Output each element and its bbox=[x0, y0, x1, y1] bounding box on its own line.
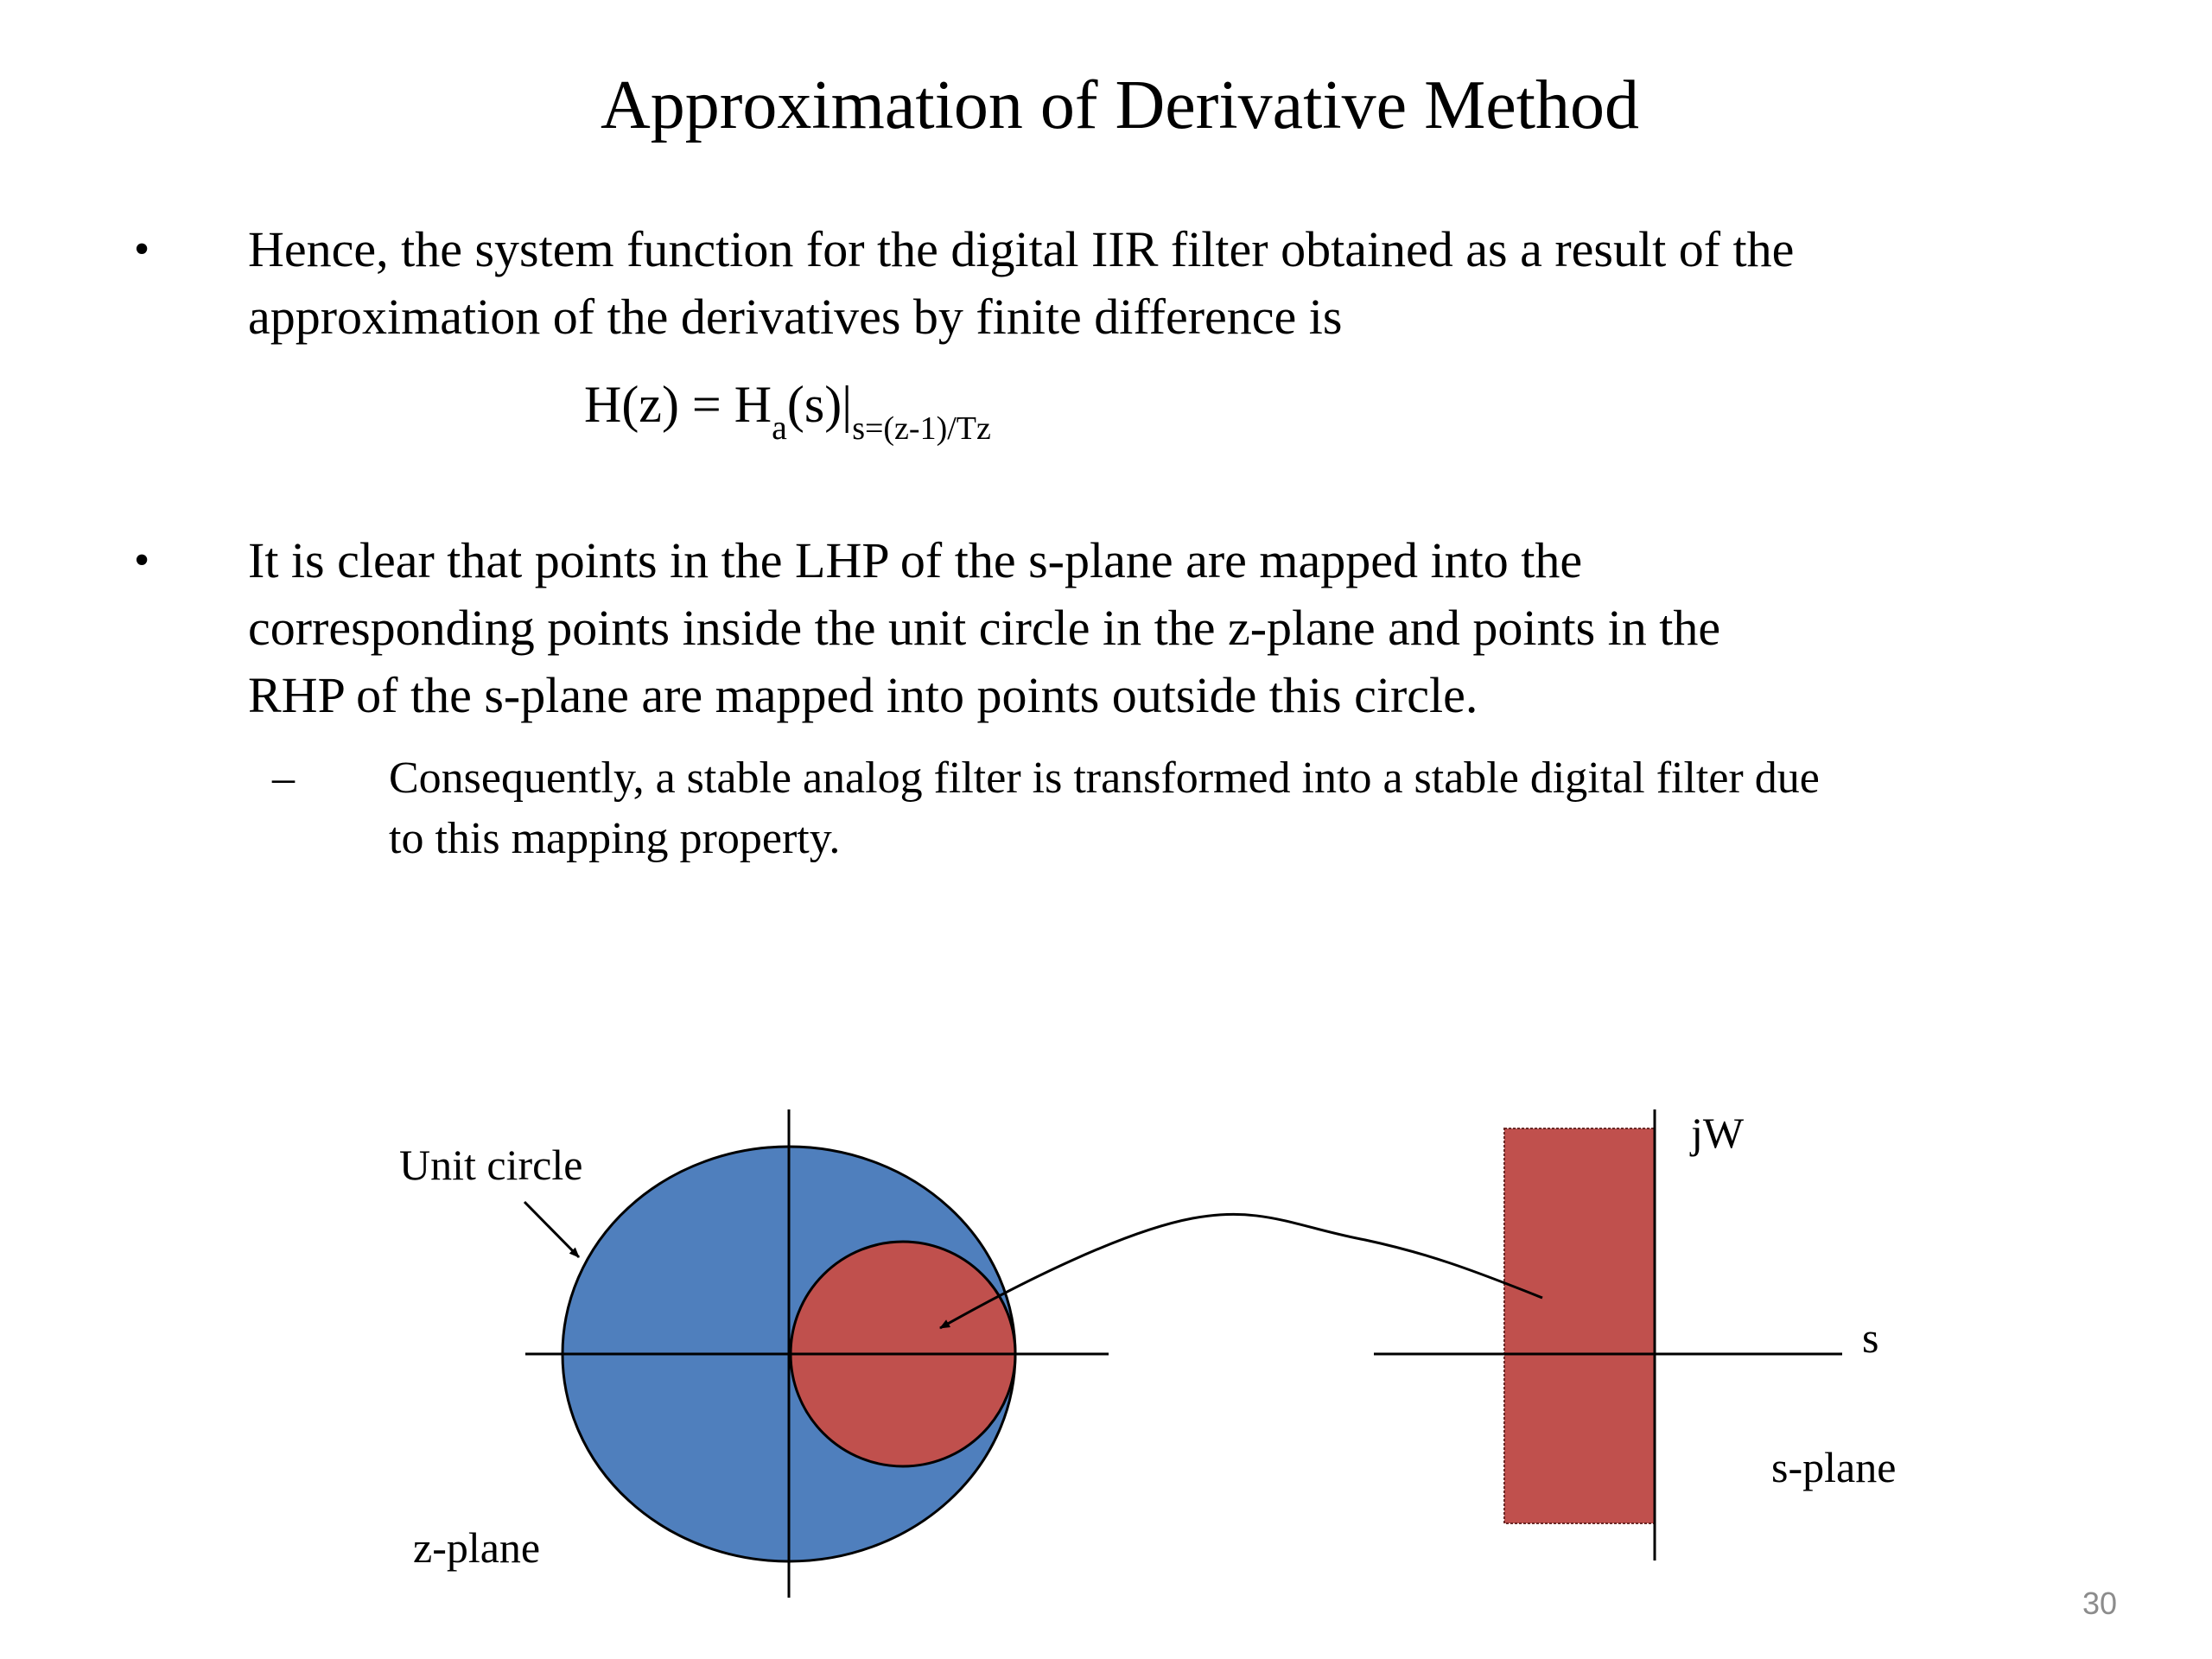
bullet-1-line-1: Hence, the system function for the digit… bbox=[248, 221, 1795, 277]
unit-circle-label: Unit circle bbox=[399, 1141, 582, 1189]
bullet-2-line-1: It is clear that points in the LHP of th… bbox=[248, 532, 1583, 588]
formula-subscript-a: a bbox=[772, 408, 787, 447]
bullet-2-marker: • bbox=[134, 536, 150, 585]
bullet-2-line-3: RHP of the s-plane are mapped into point… bbox=[248, 667, 1478, 723]
bullet-2-line-2: corresponding points inside the unit cir… bbox=[248, 600, 1721, 656]
formula-substitution: s=(z-1)/Tz bbox=[852, 410, 991, 447]
formula-lhs: H(z) = H bbox=[584, 376, 772, 433]
formula-mid: (s)| bbox=[786, 376, 853, 433]
slide-title: Approximation of Derivative Method bbox=[601, 67, 1639, 143]
sub-bullet-marker: – bbox=[272, 753, 295, 803]
s-axis-label: s bbox=[1862, 1313, 1878, 1362]
z-plane-label: z-plane bbox=[413, 1523, 540, 1572]
s-plane-lhp-region bbox=[1503, 1128, 1656, 1524]
bullet-1-marker: • bbox=[134, 225, 150, 274]
sub-bullet-line-2: to this mapping property. bbox=[389, 814, 841, 863]
unit-circle-pointer-arrow bbox=[523, 1200, 581, 1259]
mapping-arrow bbox=[939, 1212, 1543, 1330]
jw-axis-label: jW bbox=[1689, 1109, 1745, 1157]
transfer-function-formula: H(z) = Ha(s)|s=(z-1)/Tz bbox=[584, 370, 991, 447]
sub-bullet-line-1: Consequently, a stable analog filter is … bbox=[389, 753, 1820, 803]
bullet-1-line-2: approximation of the derivatives by fini… bbox=[248, 289, 1343, 345]
s-plane-label: s-plane bbox=[1771, 1443, 1896, 1491]
page-number: 30 bbox=[2082, 1586, 2117, 1621]
